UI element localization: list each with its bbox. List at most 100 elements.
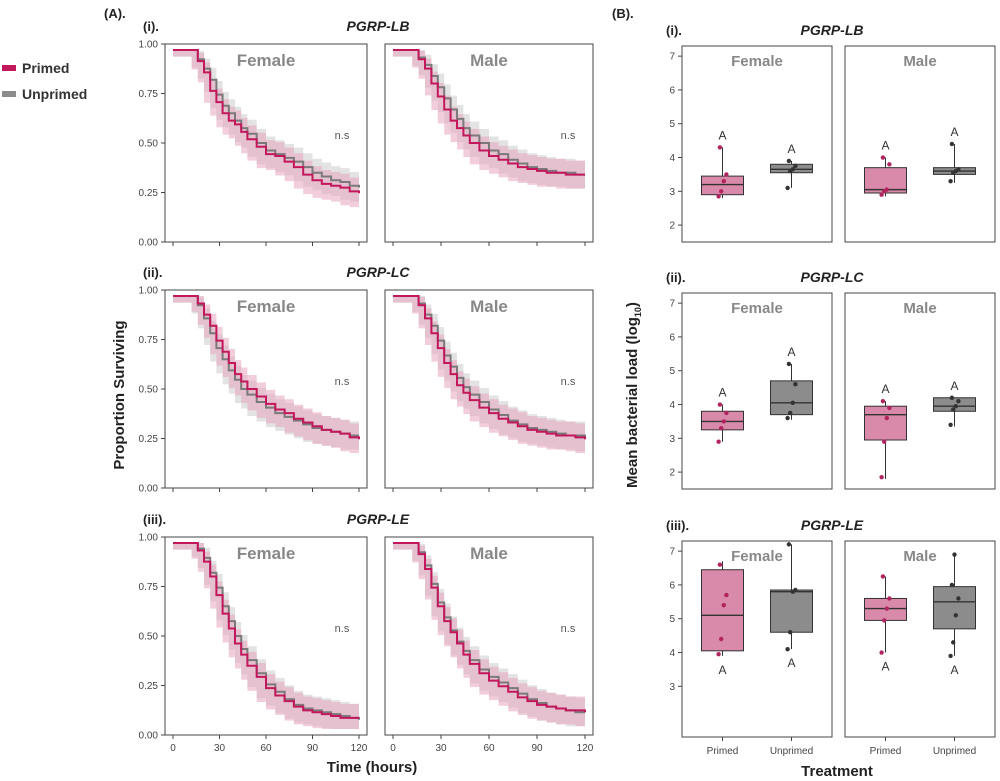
data-point bbox=[953, 613, 958, 618]
data-point bbox=[952, 552, 957, 557]
load-y-axis-title-sub: 10 bbox=[633, 307, 643, 317]
row-label: (ii). bbox=[666, 270, 686, 285]
y-tick-label: 0.25 bbox=[139, 434, 159, 445]
x-tick-label: Unprimed bbox=[933, 746, 976, 757]
data-point bbox=[951, 407, 956, 412]
y-tick-label: 1.00 bbox=[139, 40, 159, 51]
data-point bbox=[724, 410, 729, 416]
data-point bbox=[882, 439, 887, 444]
box-unprimed: A bbox=[770, 142, 813, 191]
survival-x-axis-title: Time (hours) bbox=[327, 759, 418, 776]
significance-letter: A bbox=[787, 656, 795, 670]
plot-frame bbox=[844, 540, 996, 738]
box-primed: A Primed bbox=[701, 561, 744, 757]
significance-letter: A bbox=[950, 379, 958, 393]
data-point bbox=[880, 155, 886, 160]
survival-curve-primed bbox=[393, 295, 586, 440]
significance-letter: A bbox=[881, 660, 889, 674]
data-point bbox=[721, 178, 726, 184]
y-tick-label: 4 bbox=[669, 400, 675, 411]
data-point bbox=[879, 650, 884, 655]
facet-male: Male n.s bbox=[384, 43, 594, 246]
significance-letter: A bbox=[881, 139, 889, 153]
data-point bbox=[716, 439, 721, 444]
y-tick-label: 0.50 bbox=[139, 139, 159, 150]
gene-title: PGRP-LE bbox=[347, 511, 410, 527]
facet-label: Female bbox=[237, 51, 296, 70]
y-tick-label: 1.00 bbox=[139, 286, 159, 297]
data-point bbox=[785, 185, 790, 191]
y-tick-label: 3 bbox=[669, 682, 675, 693]
data-point bbox=[887, 405, 892, 411]
survival-row-1: (i). PGRP-LB Female 0.00 0.25 0.50 0.75 1.00 n.s… bbox=[139, 18, 594, 249]
plot-frame bbox=[844, 292, 996, 490]
x-tick-label: Unprimed bbox=[770, 746, 813, 757]
ci-band-primed bbox=[393, 50, 585, 189]
x-tick-label: Primed bbox=[707, 746, 739, 757]
x-tick-label: 0 bbox=[390, 743, 396, 754]
data-point bbox=[949, 395, 955, 400]
y-tick-label: 0.25 bbox=[139, 188, 159, 199]
data-point bbox=[884, 415, 889, 421]
row-label: (i). bbox=[666, 23, 682, 38]
significance-annotation: n.s bbox=[561, 376, 576, 388]
x-tick-label: 90 bbox=[531, 743, 543, 754]
facet-male: Male A A bbox=[844, 292, 996, 490]
x-tick-label: 120 bbox=[351, 743, 368, 754]
significance-annotation: n.s bbox=[335, 130, 350, 142]
survival-row-2: (ii). PGRP-LC Female 0.00 0.25 0.50 0.75 1.00 n.… bbox=[139, 264, 594, 495]
data-point bbox=[949, 141, 955, 147]
data-point bbox=[719, 636, 724, 642]
facet-female: Female 3 4 5 6 7 A Primed A Unprimed bbox=[669, 540, 833, 757]
facet-female: Female 0.00 0.25 0.50 0.75 1.00 n.s bbox=[139, 40, 368, 249]
facet-female: Female 0.00 0.25 0.50 0.75 1.00 n.s bbox=[139, 286, 368, 495]
data-point bbox=[786, 158, 792, 164]
load-y-axis-title-close: ) bbox=[624, 302, 641, 307]
box-iqr bbox=[701, 175, 744, 196]
legend-swatch-unprimed bbox=[2, 91, 16, 97]
chart-area: (i). PGRP-LB Female 0.00 0.25 0.50 0.75 1.00 n.s… bbox=[139, 18, 996, 757]
legend-label-unprimed: Unprimed bbox=[22, 86, 87, 102]
data-point bbox=[785, 646, 790, 652]
data-point bbox=[880, 574, 886, 579]
gene-title: PGRP-LC bbox=[801, 269, 865, 285]
significance-letter: A bbox=[950, 663, 958, 677]
ci-band-primed bbox=[173, 296, 359, 454]
legend: Primed Unprimed bbox=[2, 60, 87, 102]
x-tick-label: 30 bbox=[435, 743, 447, 754]
significance-annotation: n.s bbox=[335, 623, 350, 635]
data-point bbox=[721, 603, 726, 608]
data-point bbox=[956, 167, 961, 172]
data-point bbox=[882, 618, 887, 623]
load-y-axis-title: Mean bacterial load (log10) bbox=[624, 302, 643, 488]
ci-band-primed bbox=[173, 543, 359, 729]
data-point bbox=[786, 542, 792, 547]
box-iqr bbox=[864, 405, 907, 441]
significance-letter: A bbox=[787, 345, 795, 359]
data-point bbox=[956, 398, 961, 404]
survival-curve-primed bbox=[393, 542, 586, 713]
box-unprimed: A bbox=[770, 345, 813, 421]
x-tick-label: 60 bbox=[260, 743, 272, 754]
box-primed: A Primed bbox=[864, 574, 907, 757]
facet-female: Female 0.00 0.25 0.50 0.75 1.00 0 30 60 90 120 n.s bbox=[139, 533, 368, 755]
survival-curve-primed bbox=[173, 295, 360, 440]
data-point bbox=[721, 419, 726, 424]
bacterial-load-row-1: (i). PGRP-LB Female 2 3 4 5 6 7 A A Male A A bbox=[666, 22, 996, 243]
data-point bbox=[716, 194, 721, 199]
box-unprimed: A bbox=[933, 125, 976, 184]
data-point bbox=[879, 474, 884, 480]
facet-female: Female 2 3 4 5 6 7 A A bbox=[669, 45, 833, 243]
facet-label: Female bbox=[731, 548, 783, 565]
y-tick-label: 0.00 bbox=[139, 731, 159, 742]
y-tick-label: 2 bbox=[669, 468, 675, 479]
data-point bbox=[788, 410, 793, 416]
facet-label: Male bbox=[470, 51, 508, 70]
data-point bbox=[719, 189, 724, 194]
row-label: (iii). bbox=[666, 518, 689, 533]
row-label: (i). bbox=[143, 19, 159, 34]
data-point bbox=[951, 640, 956, 645]
y-tick-label: 0.75 bbox=[139, 582, 159, 593]
data-point bbox=[717, 562, 723, 567]
x-tick-label: 120 bbox=[577, 743, 594, 754]
